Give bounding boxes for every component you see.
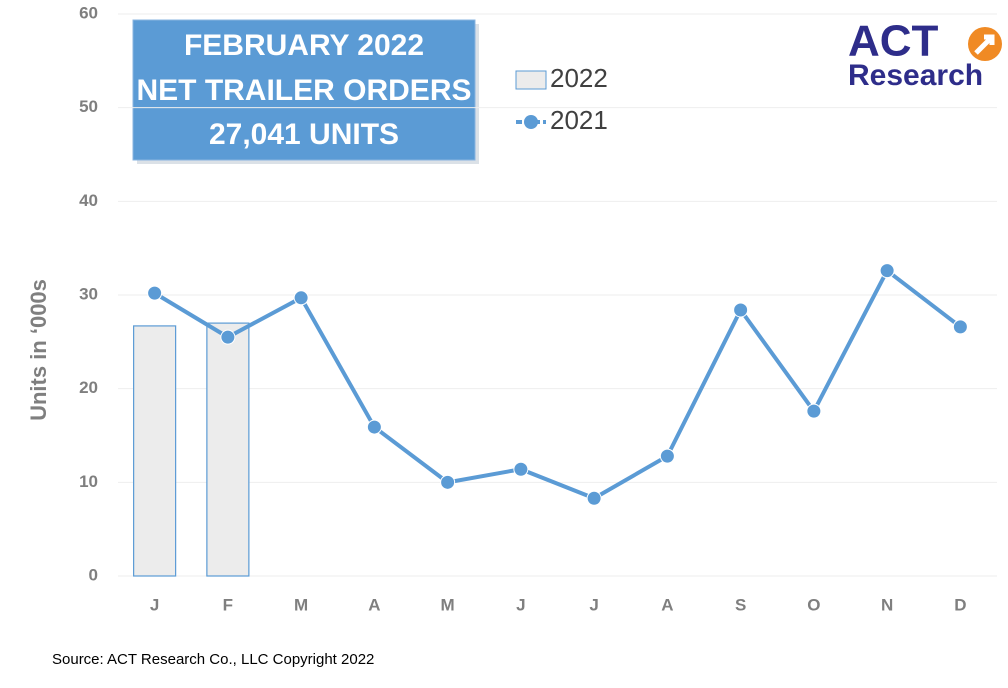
legend-label: 2022 <box>550 63 608 93</box>
bar <box>206 322 250 577</box>
y-tick-label: 40 <box>79 191 98 210</box>
line-marker <box>806 403 822 419</box>
line-marker <box>733 302 749 318</box>
line-marker <box>586 490 602 506</box>
x-tick-label: A <box>661 595 673 614</box>
x-tick-label: J <box>150 595 159 614</box>
x-tick-label: F <box>223 595 233 614</box>
y-tick-label: 60 <box>79 3 98 22</box>
legend-marker <box>524 115 538 129</box>
line-marker <box>220 329 236 345</box>
x-tick-label: S <box>735 595 746 614</box>
line-marker <box>879 263 895 279</box>
x-tick-label: D <box>954 595 966 614</box>
x-tick-label: N <box>881 595 893 614</box>
title-box <box>132 19 476 161</box>
y-tick-label: 10 <box>79 472 98 491</box>
y-axis-label: Units in ‘000s <box>26 279 51 421</box>
x-tick-label: J <box>589 595 598 614</box>
logo-arrow <box>974 34 995 55</box>
legend-swatch <box>515 70 547 90</box>
line-marker <box>513 461 529 477</box>
y-tick-label: 50 <box>79 97 98 116</box>
logo-research: Research <box>848 59 983 92</box>
title-line: NET TRAILER ORDERS <box>136 74 471 107</box>
y-tick-label: 20 <box>79 378 98 397</box>
line-marker <box>952 319 968 335</box>
y-tick-label: 0 <box>89 565 98 584</box>
bar <box>133 325 177 577</box>
source-note: Source: ACT Research Co., LLC Copyright … <box>52 651 374 668</box>
x-tick-label: J <box>516 595 525 614</box>
y-tick-label: 30 <box>79 284 98 303</box>
x-tick-label: O <box>807 595 820 614</box>
x-tick-label: A <box>368 595 380 614</box>
line-marker <box>366 419 382 435</box>
line-marker <box>440 474 456 490</box>
logo-act: ACT <box>848 17 939 66</box>
line-marker <box>659 448 675 464</box>
line-marker <box>293 290 309 306</box>
line-marker <box>147 285 163 301</box>
x-tick-label: M <box>441 595 455 614</box>
legend-label: 2021 <box>550 105 608 135</box>
title-line: FEBRUARY 2022 <box>184 29 424 62</box>
x-tick-label: M <box>294 595 308 614</box>
line <box>153 267 962 501</box>
title-line: 27,041 UNITS <box>209 118 399 151</box>
